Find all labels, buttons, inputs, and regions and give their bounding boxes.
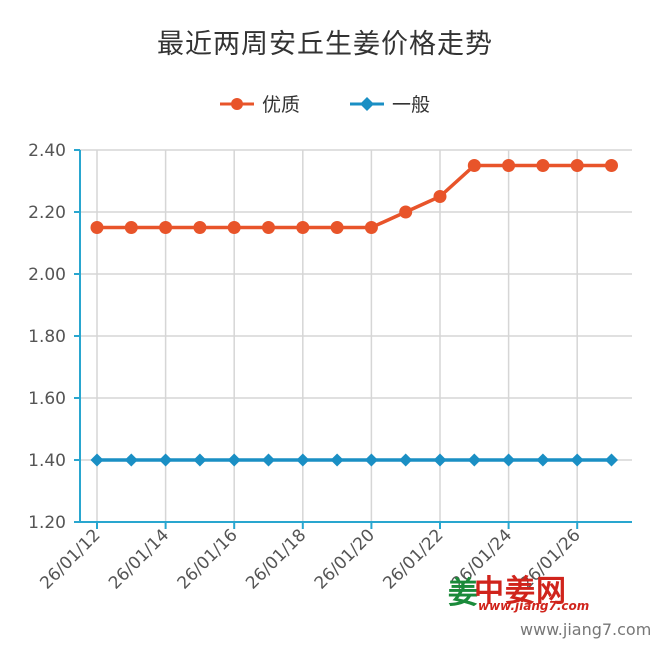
series-0-point xyxy=(605,159,618,172)
series-line-0 xyxy=(97,163,612,230)
x-tick-label: 26/01/22 xyxy=(379,525,447,593)
series-1-point xyxy=(364,453,378,467)
x-tick-label: 26/01/20 xyxy=(311,525,379,593)
series-1-point xyxy=(124,453,138,467)
series-1-point xyxy=(399,453,413,467)
y-tick-label: 1.20 xyxy=(28,513,66,533)
series-0-point xyxy=(399,205,413,219)
ginger-logo-icon: 姜 xyxy=(448,576,478,611)
x-tick-label: 26/01/16 xyxy=(174,525,242,593)
series-0-point xyxy=(193,221,207,234)
logo-main-text: 中姜网 xyxy=(474,574,567,609)
series-0-point xyxy=(330,221,344,234)
y-tick-label: 2.40 xyxy=(28,141,66,161)
series-0-point xyxy=(90,221,104,234)
series-1-point xyxy=(605,453,618,467)
series-0-point xyxy=(159,221,173,234)
legend-item-premium[interactable]: 优质 xyxy=(219,90,300,117)
series-1-point xyxy=(536,453,550,467)
logo-sub-text: www.jiang7.com xyxy=(478,599,590,613)
series-0-point xyxy=(536,159,550,172)
legend-item-regular[interactable]: 一般 xyxy=(350,90,430,117)
series-0-point xyxy=(502,159,516,172)
series-1-point xyxy=(502,453,516,467)
series-0-point xyxy=(262,221,275,234)
series-0-point xyxy=(364,221,378,234)
series-0-point xyxy=(570,159,584,172)
x-tick-label: 26/01/18 xyxy=(242,525,310,593)
y-tick-label: 2.20 xyxy=(28,203,66,223)
series-1-point xyxy=(330,453,344,467)
series-1-point xyxy=(159,453,173,467)
series-0-point xyxy=(433,190,447,203)
x-tick-label: 26/01/12 xyxy=(36,525,104,593)
legend-label-regular: 一般 xyxy=(392,94,431,116)
site-logo: 姜 中姜网 www.jiang7.com xyxy=(448,566,618,616)
series-0-point xyxy=(227,221,241,234)
y-tick-label: 1.40 xyxy=(28,451,66,471)
series-1-point xyxy=(262,453,275,467)
series-1-point xyxy=(227,453,241,467)
series-1-point xyxy=(433,453,447,467)
legend: 优质 一般 xyxy=(0,90,650,117)
legend-label-premium: 优质 xyxy=(261,94,300,116)
legend-circle-marker-icon xyxy=(219,97,254,110)
chart-title: 最近两周安丘生姜价格走势 xyxy=(157,29,493,60)
series-1-point xyxy=(193,453,207,467)
y-tick-label: 1.60 xyxy=(28,389,66,409)
series-0-point xyxy=(296,221,310,234)
series-1-point xyxy=(296,453,310,467)
series-0-point xyxy=(467,159,481,172)
series-1-point xyxy=(467,453,481,467)
legend-diamond-marker-icon xyxy=(350,96,385,111)
watermark: www.jiang7.com xyxy=(520,620,650,639)
series-1-point xyxy=(570,453,584,467)
series-1-point xyxy=(90,453,104,467)
y-tick-label: 1.80 xyxy=(28,327,66,347)
x-tick-label: 26/01/14 xyxy=(105,525,173,593)
series-0-point xyxy=(124,221,138,234)
y-tick-label: 2.00 xyxy=(28,265,66,285)
